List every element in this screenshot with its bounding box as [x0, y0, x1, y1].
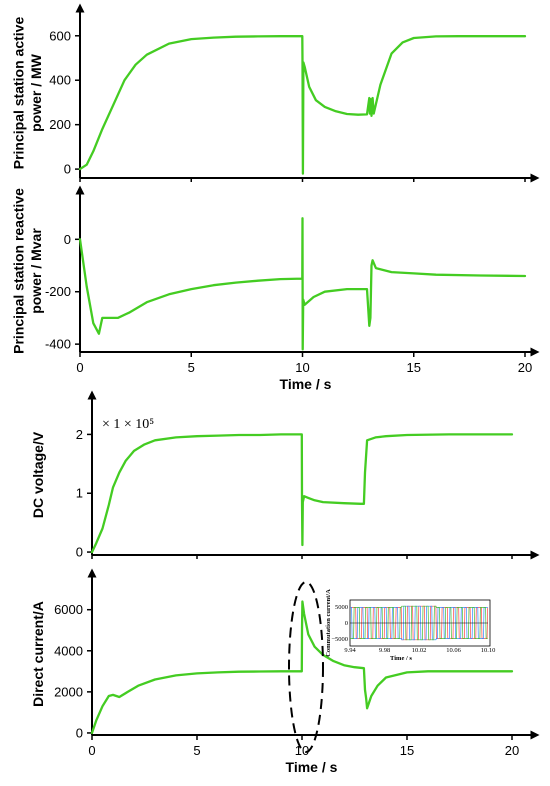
inset-y-label: Commutation current/A — [325, 589, 332, 657]
inset-series-line — [350, 605, 488, 641]
inset-y-tick-label: −5000 — [331, 636, 348, 643]
direct-current-panel: 0 2000 4000 6000 0 5 10 15 20 Time / s Direct curr… — [30, 568, 540, 775]
y-tick-label: 0 — [64, 232, 71, 247]
y-tick-label: 6000 — [54, 602, 83, 617]
y-tick-label: 2000 — [54, 684, 83, 699]
x-tick-label: 15 — [400, 743, 414, 758]
x-tick-label: 5 — [188, 360, 195, 375]
y-tick-label: 200 — [49, 117, 71, 132]
highlight-ellipse — [288, 581, 324, 753]
y-tick-label: -400 — [45, 337, 71, 352]
x-tick-label: 20 — [505, 743, 519, 758]
x-tick-label: 5 — [193, 743, 200, 758]
y-tick-label: 0 — [76, 725, 83, 740]
y-axis-label: Principal station active power / MW — [11, 17, 45, 170]
inset-x-tick-label: 9.98 — [379, 647, 390, 654]
inset-x-tick-label: 10.10 — [481, 647, 496, 654]
dc-voltage-panel: × 1 × 10⁵ 0 1 2 DC voltage/V — [30, 390, 540, 560]
inset-y-tick-label: 0 — [345, 620, 348, 627]
y-tick-label: 1 — [76, 486, 83, 501]
x-tick-label: 0 — [76, 360, 83, 375]
series-line — [78, 35, 527, 175]
x-tick-label: 0 — [88, 743, 95, 758]
inset-x-tick-label: 9.94 — [344, 647, 356, 654]
y-tick-label: -200 — [45, 284, 71, 299]
reactive-power-panel: 0 -200 -400 0 5 10 15 20 Time / s Principal stati… — [11, 185, 540, 392]
series-line — [78, 217, 527, 351]
y-tick-label: 4000 — [54, 643, 83, 658]
inset-x-label: Time / s — [390, 655, 412, 662]
y-axis-label: DC voltage/V — [30, 431, 46, 518]
series-line — [90, 600, 514, 735]
y-tick-label: 2 — [76, 427, 83, 442]
y-tick-label: 0 — [76, 545, 83, 560]
y-tick-label: 0 — [64, 162, 71, 177]
y-axis-label: Direct current/A — [30, 601, 46, 707]
inset-y-tick-label: 5000 — [335, 604, 348, 611]
commutation-current-inset: 9.94 9.98 10.02 10.06 10.10 5000 0 −5000 Time / … — [325, 589, 495, 662]
scale-note: × 1 × 10⁵ — [102, 417, 154, 432]
x-axis-label: Time / s — [286, 759, 338, 775]
y-tick-label: 600 — [49, 28, 71, 43]
y-axis-label: Principal station reactive power / Mvar — [11, 188, 45, 354]
x-tick-label: 10 — [295, 743, 309, 758]
x-tick-label: 20 — [518, 360, 532, 375]
inset-series-line — [350, 605, 488, 641]
x-tick-label: 15 — [407, 360, 421, 375]
y-tick-label: 400 — [49, 73, 71, 88]
series-line — [90, 433, 514, 554]
x-axis-label: Time / s — [280, 376, 332, 392]
inset-x-tick-label: 10.02 — [412, 647, 427, 654]
inset-x-tick-label: 10.06 — [446, 647, 461, 654]
x-tick-label: 10 — [295, 360, 309, 375]
active-power-panel: 0 200 400 600 Principal station active power … — [11, 3, 540, 183]
